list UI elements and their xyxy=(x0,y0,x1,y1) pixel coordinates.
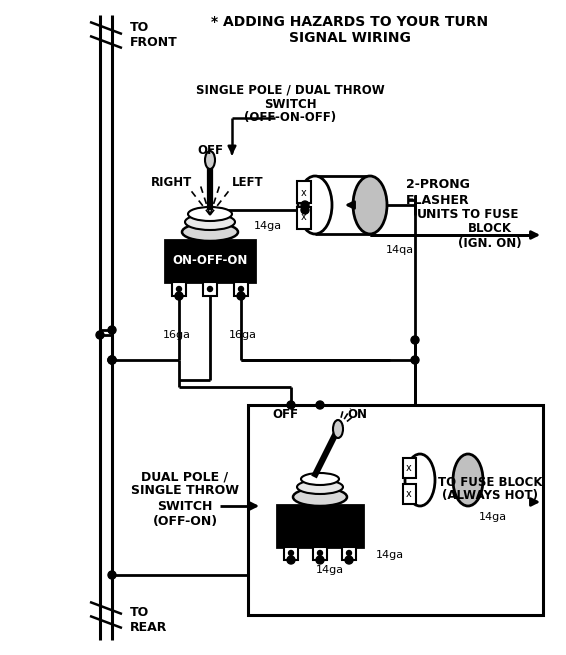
Ellipse shape xyxy=(453,454,483,506)
Ellipse shape xyxy=(301,473,339,485)
Text: * ADDING HAZARDS TO YOUR TURN: * ADDING HAZARDS TO YOUR TURN xyxy=(212,15,488,29)
Text: TO
FRONT: TO FRONT xyxy=(130,21,178,49)
Circle shape xyxy=(108,571,116,579)
Bar xyxy=(248,405,543,615)
Bar xyxy=(342,547,356,560)
Text: x: x xyxy=(406,489,412,499)
Circle shape xyxy=(175,292,183,300)
Text: FLASHER: FLASHER xyxy=(406,193,470,206)
Circle shape xyxy=(346,550,351,555)
Ellipse shape xyxy=(353,176,387,234)
Circle shape xyxy=(108,356,116,364)
Ellipse shape xyxy=(205,151,215,169)
Circle shape xyxy=(345,556,353,564)
Circle shape xyxy=(108,356,116,364)
Circle shape xyxy=(318,550,323,555)
Text: (OFF-ON-OFF): (OFF-ON-OFF) xyxy=(244,111,336,124)
Text: TO FUSE: TO FUSE xyxy=(462,208,518,221)
Circle shape xyxy=(289,550,294,555)
Text: (ALWAYS HOT): (ALWAYS HOT) xyxy=(442,489,538,502)
Text: (OFF-ON): (OFF-ON) xyxy=(152,514,217,527)
Ellipse shape xyxy=(405,454,435,506)
Bar xyxy=(234,282,248,296)
Circle shape xyxy=(301,201,309,209)
Text: 14ga: 14ga xyxy=(316,565,344,575)
Text: 14ga: 14ga xyxy=(376,550,404,560)
Text: x: x xyxy=(301,188,307,198)
Ellipse shape xyxy=(185,214,235,230)
Bar xyxy=(297,181,311,203)
Text: SWITCH: SWITCH xyxy=(157,500,213,512)
Ellipse shape xyxy=(297,480,343,494)
Text: TO FUSE BLOCK: TO FUSE BLOCK xyxy=(438,476,542,489)
Text: 16ga: 16ga xyxy=(163,330,191,340)
Bar xyxy=(284,547,298,560)
Circle shape xyxy=(96,331,104,339)
Circle shape xyxy=(316,401,324,409)
Circle shape xyxy=(108,356,116,364)
Text: ON: ON xyxy=(347,409,367,422)
Text: DUAL POLE /: DUAL POLE / xyxy=(142,470,229,483)
Bar xyxy=(165,240,255,282)
Circle shape xyxy=(287,556,295,564)
Text: SINGLE THROW: SINGLE THROW xyxy=(131,485,239,498)
Circle shape xyxy=(411,336,419,344)
Text: LEFT: LEFT xyxy=(232,176,264,189)
Text: SWITCH: SWITCH xyxy=(264,98,316,111)
Bar xyxy=(172,282,186,296)
Text: 14ga: 14ga xyxy=(254,221,282,231)
Bar xyxy=(403,484,416,504)
Bar xyxy=(297,207,311,229)
Circle shape xyxy=(108,326,116,334)
Bar xyxy=(203,282,217,296)
Text: 14qa: 14qa xyxy=(386,245,414,255)
Text: SINGLE POLE / DUAL THROW: SINGLE POLE / DUAL THROW xyxy=(196,83,384,96)
Text: BLOCK: BLOCK xyxy=(468,223,512,236)
Text: UNITS: UNITS xyxy=(417,208,459,221)
Text: 14ga: 14ga xyxy=(479,512,507,522)
Text: TO
REAR: TO REAR xyxy=(130,606,168,634)
Bar xyxy=(313,547,327,560)
Circle shape xyxy=(316,556,324,564)
Text: 2-PRONG: 2-PRONG xyxy=(406,179,470,191)
Ellipse shape xyxy=(298,176,332,234)
Circle shape xyxy=(208,286,212,291)
Text: 16ga: 16ga xyxy=(229,330,257,340)
Circle shape xyxy=(237,292,245,300)
Bar xyxy=(277,505,363,547)
Text: OFF: OFF xyxy=(197,143,223,157)
Ellipse shape xyxy=(333,420,343,438)
Text: x: x xyxy=(406,463,412,473)
Bar xyxy=(403,458,416,478)
Text: OFF: OFF xyxy=(272,409,298,422)
Ellipse shape xyxy=(293,488,347,506)
Circle shape xyxy=(301,206,309,214)
Text: RIGHT: RIGHT xyxy=(151,176,192,189)
Ellipse shape xyxy=(182,223,238,241)
Text: x: x xyxy=(301,212,307,222)
Circle shape xyxy=(287,401,295,409)
Text: ON-OFF-ON: ON-OFF-ON xyxy=(172,255,248,267)
Text: (IGN. ON): (IGN. ON) xyxy=(458,236,522,250)
Text: SIGNAL WIRING: SIGNAL WIRING xyxy=(289,31,411,45)
Circle shape xyxy=(411,356,419,364)
Circle shape xyxy=(177,286,182,291)
Ellipse shape xyxy=(188,207,232,221)
Circle shape xyxy=(238,286,243,291)
